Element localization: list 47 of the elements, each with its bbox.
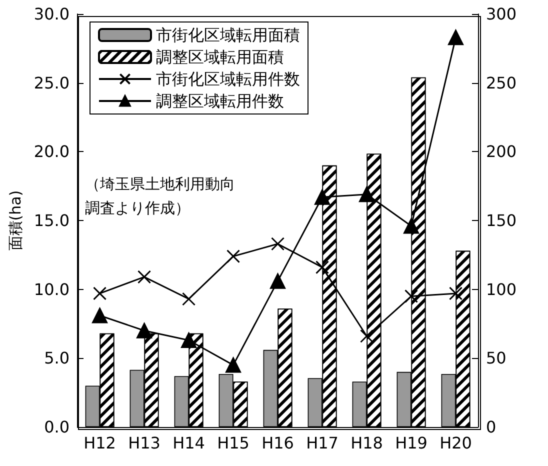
x-tick-label: H14 [172,434,205,452]
y-axis-title: 面積(ha) [6,190,24,251]
point [136,322,152,338]
y-tick-label: 30.0 [34,4,70,24]
y2-tick-label: 200 [486,142,517,162]
x-tick-label: H19 [395,434,428,452]
x-tick-label: H13 [128,434,160,452]
y2-tick-label: 150 [486,211,517,230]
point [226,250,240,264]
point [182,292,196,306]
point [404,218,420,234]
point [359,186,375,202]
legend-label: 市街化区域転用面積 [156,26,300,44]
point [181,332,197,348]
y2-tick-label: 0 [486,418,496,436]
legend-label: 調整区域転用面積 [156,48,284,66]
point [314,189,330,205]
y-tick-label: 15.0 [34,211,70,230]
point [270,273,286,289]
y2-tick-label: 300 [486,4,517,24]
legend-label: 市街化区域転用件数 [156,70,300,88]
point [448,30,464,46]
x-tick-label: H20 [440,434,472,452]
y-tick-label: 0.0 [44,418,70,436]
point [316,260,330,274]
annotation: （埼玉県土地利用動向調査より作成） [85,175,235,217]
point [226,357,242,373]
legend-label: 調整区域転用件数 [156,92,284,110]
y-tick-label: 5.0 [44,348,70,368]
x-tick-label: H12 [84,434,116,452]
x-tick-label: H18 [350,434,383,452]
point [93,286,107,300]
x-tick-label: H15 [217,434,250,452]
y-tick-label: 10.0 [34,280,70,299]
x-tick-label: H17 [306,434,338,452]
y2-tick-label: 100 [486,280,517,299]
point [360,329,374,343]
point [271,237,285,251]
point [449,286,462,300]
y2-tick-label: 50 [486,348,506,368]
y-tick-label: 20.0 [34,142,70,162]
point [138,270,152,284]
point [92,308,108,324]
y-tick-label: 25.0 [34,73,70,92]
y2-tick-label: 250 [486,73,517,92]
point [404,289,418,303]
x-tick-label: H16 [262,434,294,452]
